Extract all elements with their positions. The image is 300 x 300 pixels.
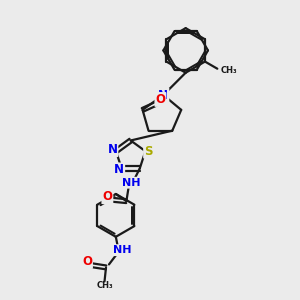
Text: O: O <box>82 255 92 268</box>
Text: O: O <box>102 190 112 203</box>
Text: O: O <box>155 93 165 106</box>
Text: NH: NH <box>122 178 140 188</box>
Text: N: N <box>158 88 168 101</box>
Text: CH₃: CH₃ <box>96 281 113 290</box>
Text: S: S <box>144 145 153 158</box>
Text: N: N <box>107 143 117 156</box>
Text: CH₃: CH₃ <box>221 66 238 75</box>
Text: NH: NH <box>112 245 131 255</box>
Text: N: N <box>114 164 124 176</box>
